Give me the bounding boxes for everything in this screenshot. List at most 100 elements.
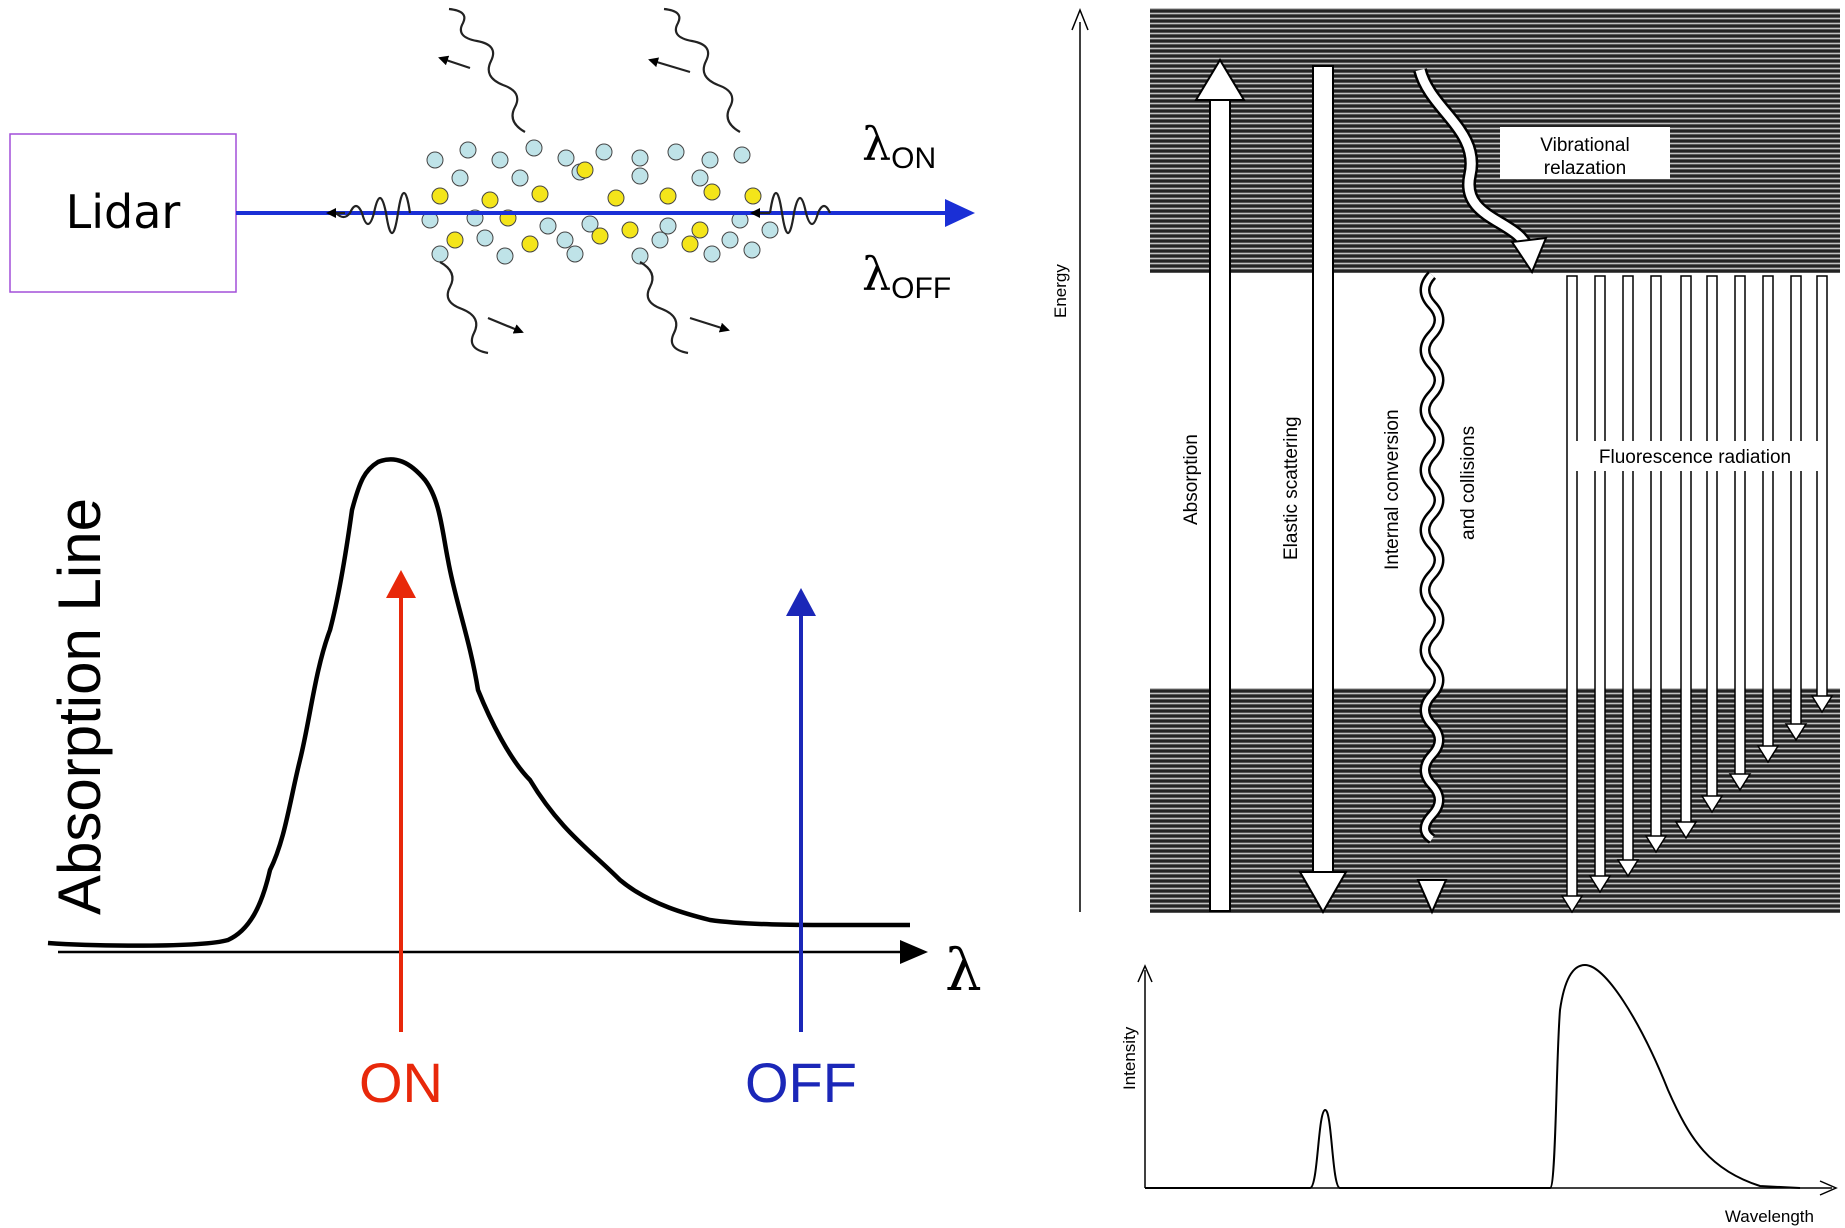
wave-packet-incoming-icon [768,191,832,235]
background-molecule [743,241,761,259]
lambda-off-label: λOFF [862,247,951,305]
lambda-axis-symbol: λ [945,936,982,1004]
absorption-ylabel: Absorption Line [46,498,113,915]
background-molecule [703,245,721,263]
absorbing-molecule [659,187,677,205]
lidar-box-label: Lidar [66,185,181,239]
excited-state-band [1150,8,1840,273]
fluorescence-arrow-shaft [1594,275,1606,879]
on-label: ON [359,1051,443,1114]
background-molecule [496,247,514,265]
absorption-line-plot: Absorption Line λ ON OFF [46,457,982,1114]
background-molecule [556,231,574,249]
absorbing-molecule [431,187,449,205]
wavelength-axis-arrowhead-icon [1819,1180,1838,1196]
energy-axis-arrowhead-icon [1071,7,1089,31]
background-molecule [595,143,613,161]
fluorescence-arrow-shaft [1706,275,1718,799]
fluorescence-arrowhead-icon [1560,895,1584,914]
internal-conversion-label: Internal conversion [1382,409,1403,570]
lambda-axis-arrowhead [900,940,928,964]
background-molecule [581,215,599,233]
background-molecule [426,151,444,169]
scatter-dr-2-icon [639,261,689,355]
elastic-scattering-label: Elastic scattering [1281,416,1302,560]
background-molecule [476,229,494,247]
fluorescence-arrowhead-icon [1784,723,1808,742]
off-label: OFF [745,1051,857,1114]
absorbing-molecule [446,231,464,249]
fluorescence-label-box [1570,441,1820,471]
intensity-label: Intensity [1120,1026,1139,1090]
scatter-dr-2-arrow [689,316,730,333]
absorbing-molecule [591,227,609,245]
beam-arrowhead [945,199,975,227]
scatter-dr-1-icon [439,261,489,355]
background-molecule [539,217,557,235]
scatter-ul-1-icon [448,7,526,133]
absorbing-molecule [531,185,549,203]
scatter-ul-2-arrow [648,57,691,74]
fluorescence-arrow-shaft [1734,275,1746,777]
background-molecule [431,245,449,263]
background-molecule [701,151,719,169]
fluorescence-arrow-shaft [1790,275,1802,727]
background-molecule [667,143,685,161]
lidar-box [9,133,237,293]
scatter-dr-1-arrow [487,316,524,334]
internal-conversion-arrowhead-icon [1416,879,1448,915]
wavelength-label: Wavelength [1725,1207,1814,1226]
background-molecule [631,247,649,265]
background-molecule [459,141,477,159]
molecule-cloud [421,139,779,265]
absorption-label: Absorption [1181,434,1202,525]
fluorescence-arrowhead-icon [1616,859,1640,878]
absorbing-molecule [744,187,762,205]
lambda-on-label: λON [862,117,936,175]
fluorescence-label: Fluorescence radiation [1599,447,1791,468]
fluorescence-arrow-shaft [1566,275,1578,899]
fluorescence-arrow-shaft [1762,275,1774,749]
absorbing-molecule [703,183,721,201]
fluorescence-arrowhead-icon [1644,835,1668,854]
scattered-photons [326,7,832,355]
background-molecule [511,169,529,187]
fluorescence-arrowhead-icon [1674,821,1698,840]
vibrational-label-line1: Vibrational [1540,135,1629,156]
fluorescence-arrow-shaft [1680,275,1692,825]
background-molecule [557,149,575,167]
wave-packet-back-icon [335,191,412,235]
ground-state-band [1150,688,1840,913]
background-molecule [525,139,543,157]
absorbing-molecule [681,235,699,253]
energy-level-diagram: Energy Absorption Elastic scattering Vib… [1051,7,1840,915]
intensity-axis-arrowhead-icon [1137,964,1153,983]
vibrational-arrowhead-icon [1510,236,1548,275]
elastic-scattering-arrow [1298,65,1348,915]
absorbing-molecule [691,221,709,239]
vibrational-label-line2: relazation [1544,158,1626,179]
fluorescence-arrowhead-icon [1588,875,1612,894]
energy-axis-label: Energy [1051,264,1070,318]
off-arrow-head-icon [786,588,816,616]
fluorescence-arrow-shaft [1650,275,1662,839]
background-molecule [491,151,509,169]
fluorescence-arrow-shaft [1622,275,1634,863]
fluorescence-arrows [1560,275,1834,914]
background-molecule [631,149,649,167]
fluorescence-arrowhead-icon [1728,773,1752,792]
absorbing-molecule [607,189,625,207]
background-molecule [733,146,751,164]
absorbing-molecule [576,161,594,179]
background-molecule [691,169,709,187]
background-molecule [566,245,584,263]
fluorescence-arrow-shaft [1816,275,1828,699]
lidar-diagram: Lidar λON λOFF [9,7,975,355]
spectrum-curve [1145,963,1801,1189]
background-molecule [659,217,677,235]
intensity-spectrum: Intensity Wavelength [1120,963,1838,1226]
background-molecule [631,167,649,185]
background-molecule [651,231,669,249]
background-molecule [761,221,779,239]
